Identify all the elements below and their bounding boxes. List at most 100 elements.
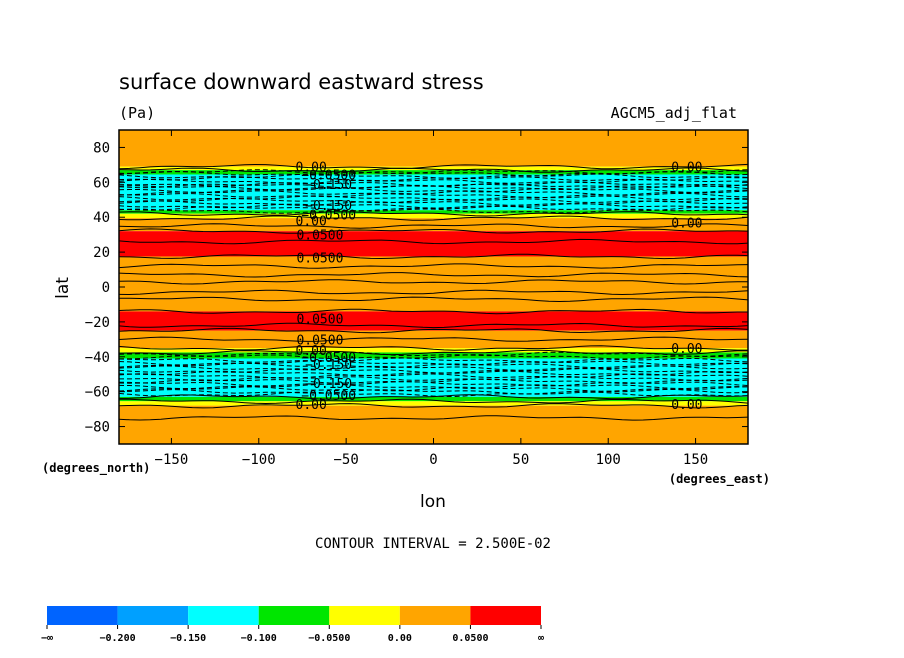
- contour-label: −0.150: [305, 377, 352, 392]
- contour-line-dashed: [119, 362, 748, 369]
- contour-line-solid: [119, 228, 748, 234]
- x-tick-label: 150: [683, 452, 708, 468]
- contour-line-dashed: [119, 391, 748, 397]
- contour-label: −0.0500: [301, 209, 356, 224]
- contour-line-solid: [119, 263, 748, 269]
- contour-line-dashed: [119, 200, 748, 206]
- contour-band: [119, 213, 748, 219]
- contour-line-dashed: [119, 370, 748, 377]
- x-tick-label: −50: [333, 452, 358, 468]
- contour-band: [119, 405, 748, 444]
- y-axis-label: lat: [53, 277, 73, 299]
- contour-band: [119, 210, 748, 214]
- contour-label: 0.00: [671, 398, 702, 413]
- colorbar-swatch: [258, 606, 330, 625]
- contour-band: [119, 396, 748, 402]
- contour-line-dashed: [119, 170, 748, 177]
- contour-label: 0.0500: [296, 333, 343, 348]
- contour-line-dashed: [119, 357, 748, 363]
- contour-line-dashed: [119, 360, 748, 366]
- contour-label: 0.0500: [296, 251, 343, 266]
- contour-line-dashed: [119, 381, 748, 387]
- x-tick-label: −100: [242, 452, 276, 468]
- contour-line-solid: [119, 289, 748, 296]
- contour-line-solid: [119, 296, 748, 303]
- colorbar-swatch: [329, 606, 400, 625]
- contour-label: −0.0500: [301, 389, 356, 404]
- contour-line-solid: [119, 308, 748, 315]
- contour-interval-text: CONTOUR INTERVAL = 2.500E-02: [315, 536, 551, 552]
- colorbar-label: −0.200: [100, 633, 136, 644]
- contour-line-dashed: [119, 389, 748, 395]
- x-tick-label: 100: [596, 452, 621, 468]
- y-tick-label: −60: [85, 385, 110, 401]
- y-tick-label: −20: [85, 315, 110, 331]
- y-tick-label: −40: [85, 350, 110, 366]
- colorbar-label: −0.100: [241, 633, 277, 644]
- y-tick-label: 20: [93, 245, 110, 261]
- contour-label: 0.00: [296, 215, 327, 230]
- contour-label: −0.150: [305, 199, 352, 214]
- x-axis-ticks: −150 −100 −50 0 50 100 150: [155, 130, 708, 468]
- contour-line-solid: [119, 211, 748, 217]
- chart-title: surface downward eastward stress: [119, 70, 484, 94]
- contour-label: 0.0500: [296, 229, 343, 244]
- contour-line-solid: [119, 279, 748, 285]
- contour-line-solid: [119, 336, 748, 342]
- contour-line-solid: [119, 345, 748, 351]
- colorbar-label: −0.150: [170, 633, 206, 644]
- contour-lines: [119, 163, 748, 421]
- colorbar-label: ∞: [538, 633, 544, 644]
- contour-band: [119, 401, 748, 406]
- contour-line-solid: [119, 167, 748, 173]
- contour-label: −0.150: [305, 358, 352, 373]
- contour-line-solid: [119, 398, 748, 405]
- contour-line-solid: [119, 403, 748, 409]
- x-tick-label: −150: [155, 452, 189, 468]
- colorbar-label: −0.0500: [308, 633, 350, 644]
- colorbar-label: 0.0500: [452, 633, 488, 644]
- contour-line-solid: [119, 415, 748, 421]
- contour-line-solid: [119, 327, 748, 334]
- contour-line-solid: [119, 272, 748, 278]
- colorbar-swatch: [188, 606, 259, 625]
- contour-line-solid: [119, 253, 748, 260]
- contour-line-dashed: [119, 187, 748, 193]
- contour-label: −0.150: [305, 178, 352, 193]
- contour-band: [119, 330, 748, 349]
- dataset-label: AGCM5_adj_flat: [611, 104, 737, 122]
- y-tick-label: 60: [93, 175, 110, 191]
- x-axis-label: lon: [420, 492, 446, 512]
- colorbar-swatch: [470, 606, 541, 625]
- contour-line-solid: [119, 238, 748, 245]
- contour-band: [119, 218, 748, 232]
- contour-line-solid: [119, 223, 748, 229]
- x-tick-label: 50: [512, 452, 529, 468]
- contour-line-dashed: [119, 190, 748, 196]
- contour-line-solid: [119, 215, 748, 221]
- contour-label: 0.00: [671, 216, 702, 231]
- contour-band: [119, 130, 748, 167]
- units-label: (Pa): [119, 104, 155, 122]
- contour-line-dashed: [119, 208, 748, 214]
- colorbar-swatch: [117, 606, 189, 625]
- colorbar-swatch: [47, 606, 118, 625]
- y-tick-label: 0: [102, 280, 110, 296]
- x-axis-units: (degrees_east): [669, 472, 770, 487]
- contour-line-dashed: [119, 184, 748, 191]
- contour-line-dashed: [119, 373, 748, 379]
- contour-line-dashed: [119, 365, 748, 371]
- contour-band: [119, 311, 748, 331]
- y-tick-label: 80: [93, 140, 110, 156]
- contour-label: 0.00: [671, 161, 702, 176]
- contour-line-dashed: [119, 203, 748, 209]
- contour-label: 0.0500: [296, 312, 343, 327]
- contour-line-dashed: [119, 178, 748, 185]
- contour-line-solid: [119, 322, 748, 329]
- y-axis-ticks: 80 60 40 20 0 −20 −40 −60 −80: [85, 140, 748, 436]
- contour-label: −0.0500: [301, 168, 356, 183]
- contour-line-solid: [119, 163, 748, 170]
- colorbar: −∞ −0.200 −0.150 −0.100 −0.0500 0.00 0.0500 ∞: [41, 606, 544, 644]
- contour-line-dashed: [119, 354, 748, 360]
